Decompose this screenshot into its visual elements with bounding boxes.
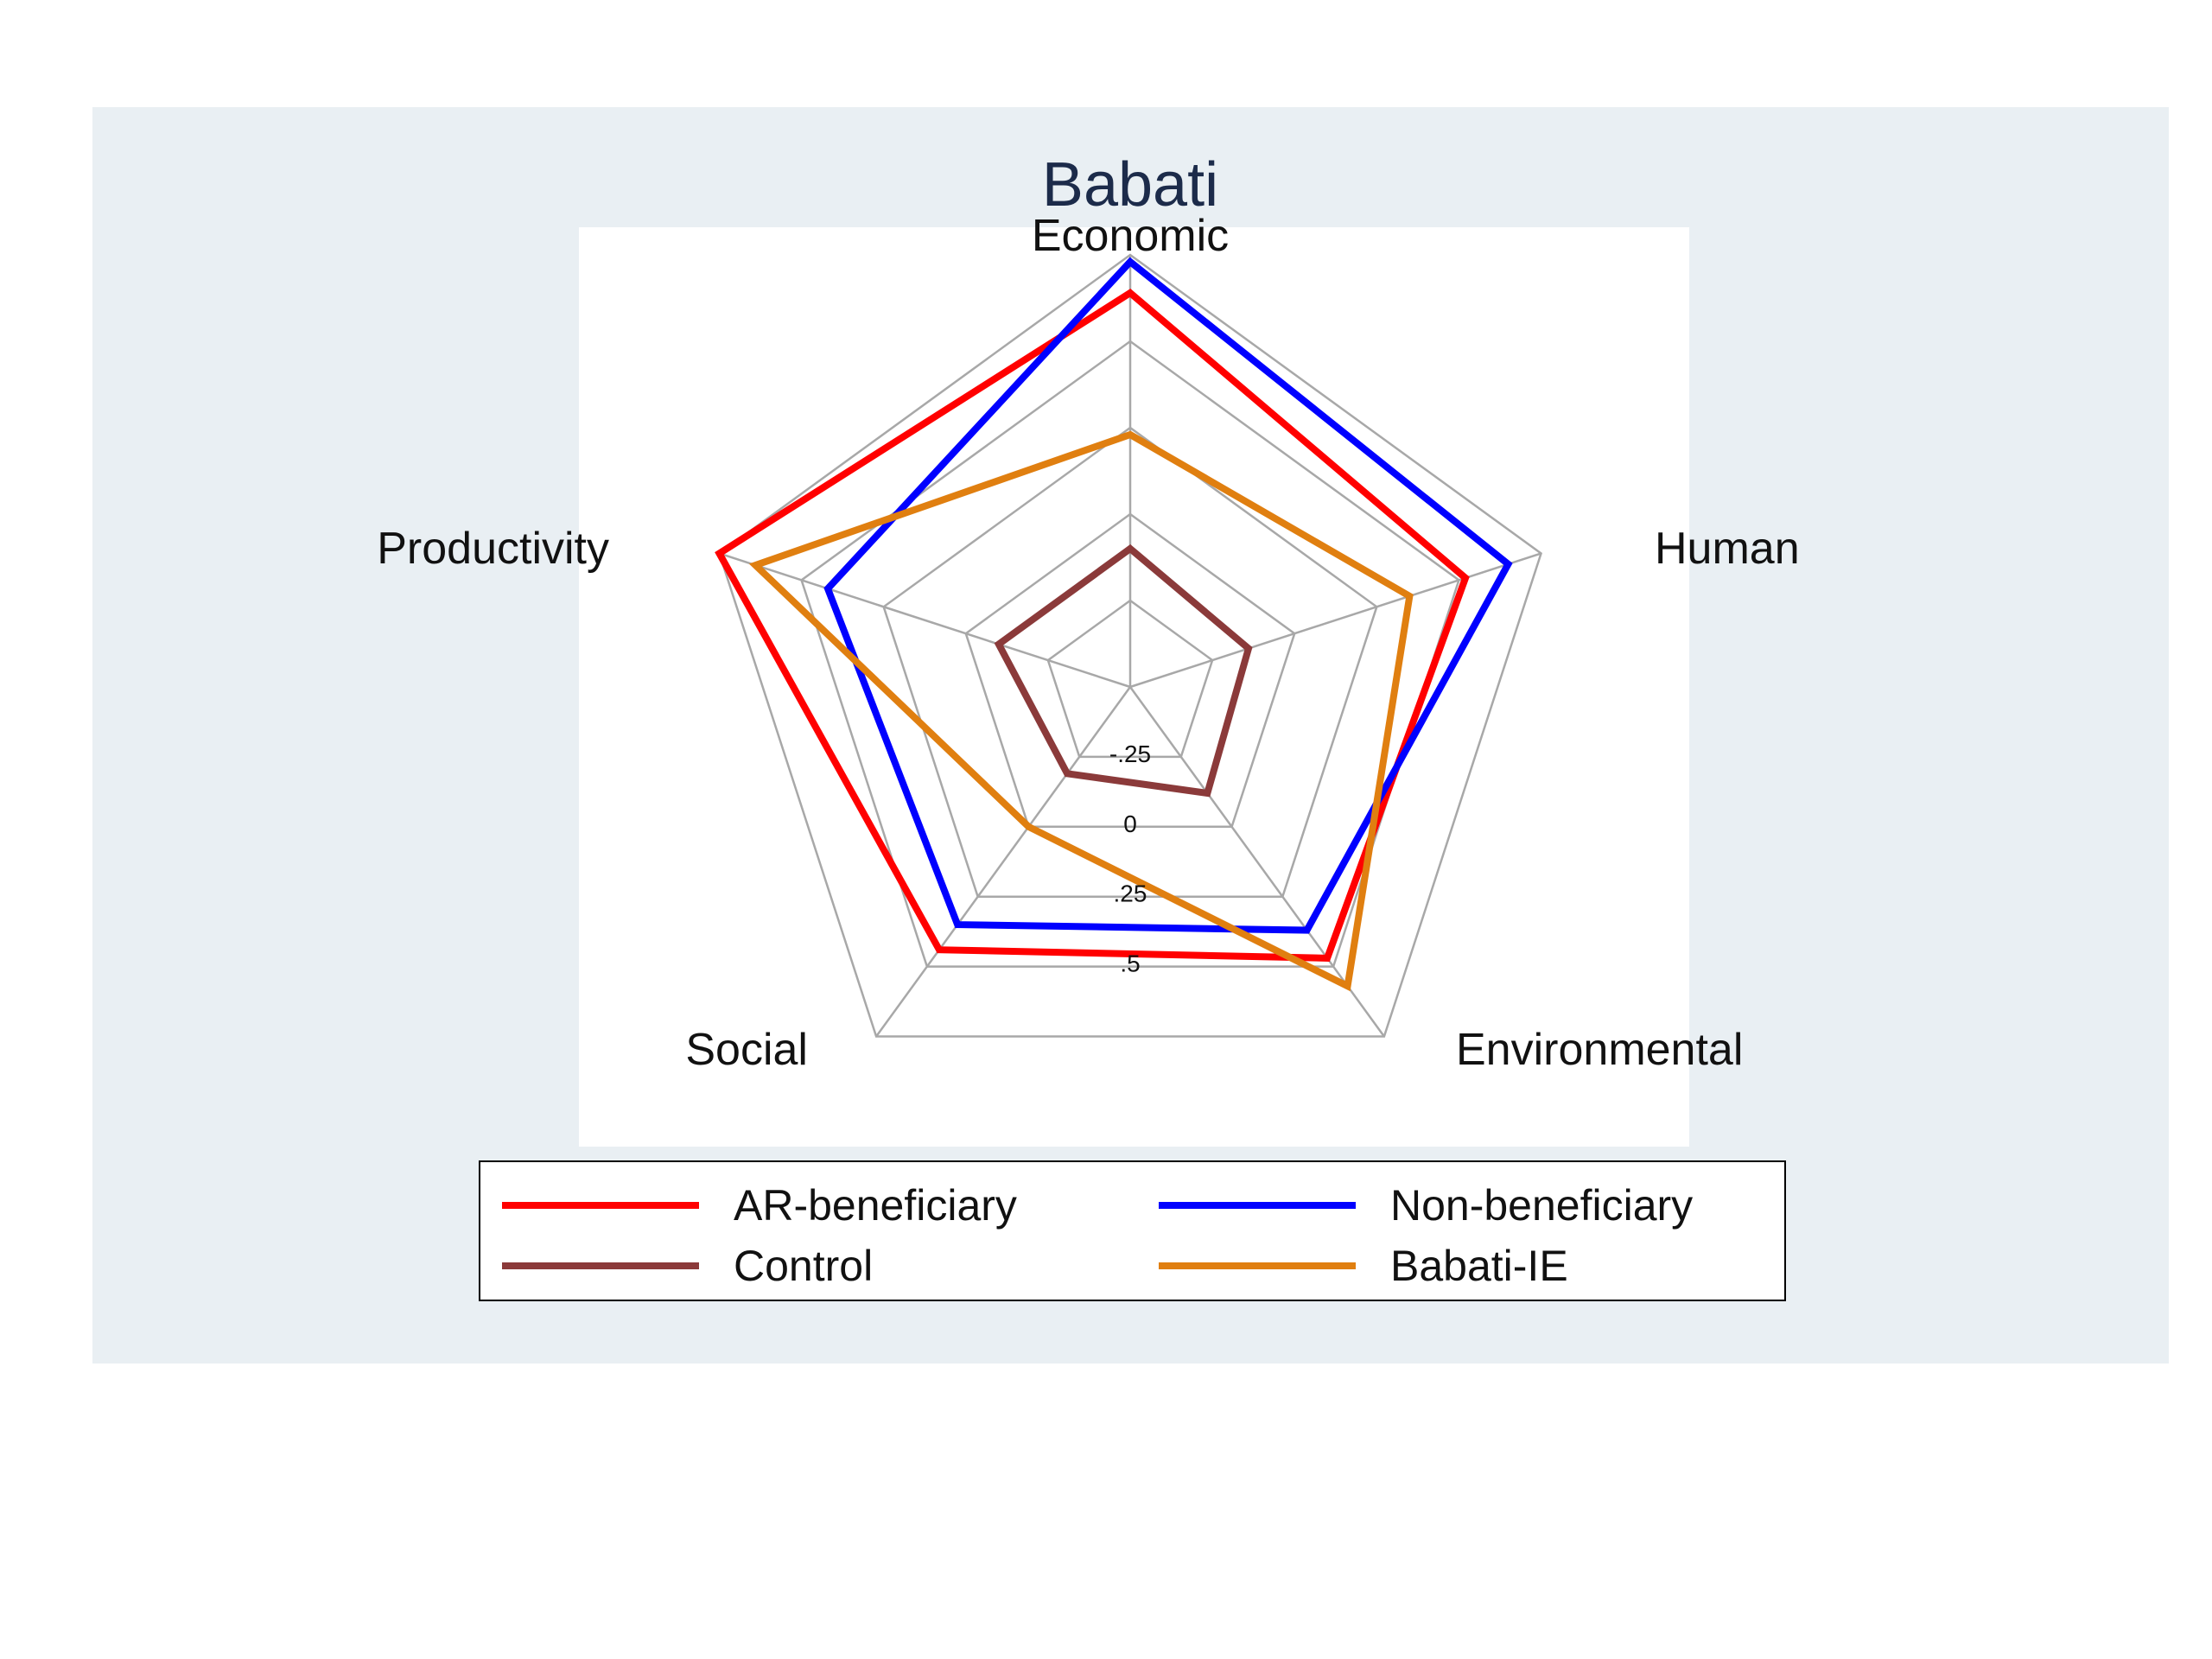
legend-swatch (1159, 1262, 1356, 1269)
axis-label-environmental: Environmental (1456, 1025, 1743, 1075)
tick-label: .25 (1114, 880, 1147, 907)
grid-ring (882, 426, 1378, 898)
legend-swatch (502, 1262, 699, 1269)
legend-item: Babati-IE (1159, 1240, 1568, 1292)
series-lines (715, 257, 1513, 992)
legend-swatch (1159, 1202, 1356, 1209)
axis-label-productivity: Productivity (377, 524, 609, 574)
plot-region (579, 227, 1689, 1147)
grid-ring (1046, 599, 1214, 759)
axis-labels: Economic Human Environmental Social Producti… (377, 211, 1799, 1075)
legend: AR-beneficiary Non-beneficiary Control Baba… (479, 1160, 1786, 1301)
grid-ring (718, 253, 1542, 1038)
chart-title: Babati (1042, 150, 1218, 219)
tick-label: 0 (1123, 810, 1137, 837)
legend-label: Babati-IE (1390, 1242, 1568, 1290)
grid-spoke (1128, 686, 1385, 1038)
grid-spoke (719, 552, 1131, 689)
grid-ring (964, 512, 1296, 829)
series-line-ar-beneficiary (715, 289, 1470, 962)
axis-label-social: Social (685, 1025, 808, 1075)
legend-item: AR-beneficiary (502, 1179, 1017, 1231)
legend-label: Control (734, 1242, 874, 1290)
tick-label: -.25 (1109, 741, 1151, 767)
legend-item: Non-beneficiary (1159, 1179, 1693, 1231)
legend-label: AR-beneficiary (734, 1181, 1017, 1230)
axis-label-economic: Economic (1032, 211, 1229, 261)
legend-swatch (502, 1202, 699, 1209)
tick-labels: -.25 0 .25 .5 (1109, 741, 1151, 977)
grid-ring (800, 340, 1460, 968)
grid-spoke (875, 686, 1132, 1038)
series-line-non-beneficiary (823, 257, 1513, 934)
legend-label: Non-beneficiary (1390, 1181, 1694, 1230)
axis-label-human: Human (1655, 524, 1800, 574)
tick-label: .5 (1120, 950, 1140, 977)
legend-item: Control (502, 1240, 873, 1292)
series-line-babati-ie (748, 430, 1414, 992)
grid (718, 253, 1542, 1038)
grid-spoke (1129, 552, 1541, 689)
series-line-control (994, 543, 1253, 798)
